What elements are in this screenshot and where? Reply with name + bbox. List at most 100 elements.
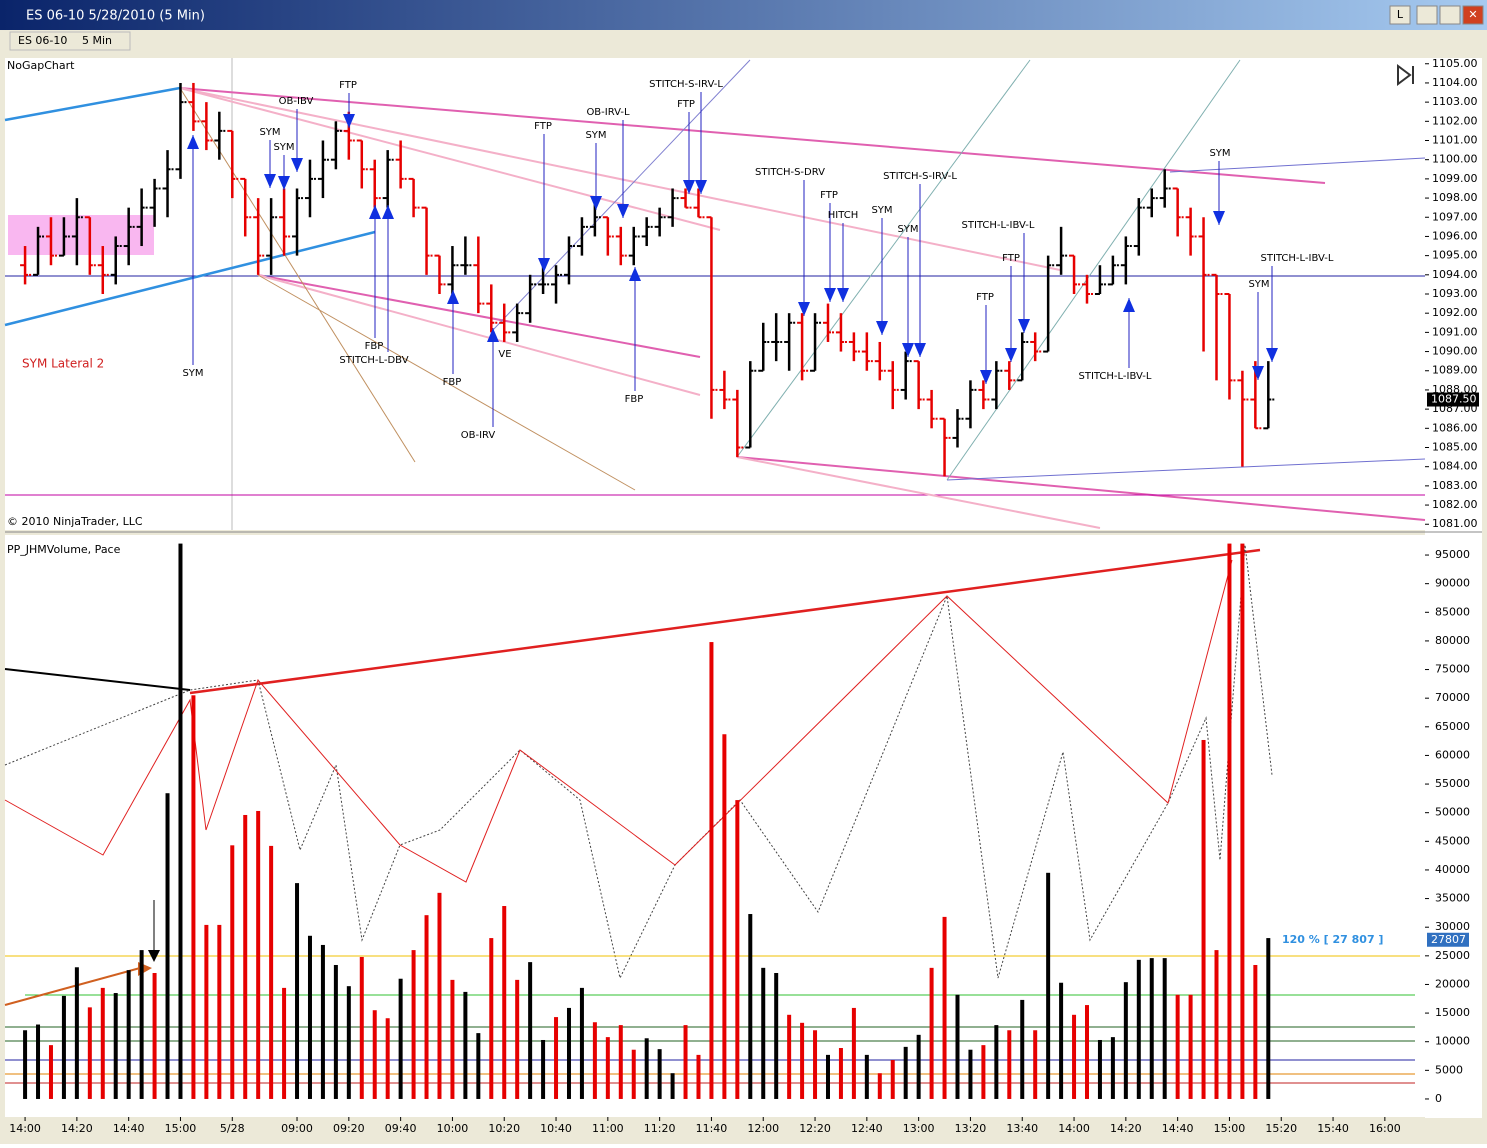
volume-bar — [657, 1049, 662, 1099]
last-volume-label: 27807 — [1431, 933, 1466, 946]
volume-bar — [346, 986, 351, 1099]
x-tick-label: 12:20 — [799, 1122, 831, 1135]
close-button[interactable] — [1462, 5, 1484, 25]
volume-bar — [722, 734, 727, 1099]
volume-bar — [1136, 959, 1141, 1099]
y-tick-label: 1100.00 — [1432, 153, 1478, 166]
volume-bar — [890, 1060, 895, 1099]
volume-bar — [955, 994, 960, 1099]
x-tick-label: 14:00 — [1058, 1122, 1090, 1135]
instrument-selector[interactable]: ES 06-10 — [18, 34, 67, 47]
x-tick-label: 10:40 — [540, 1122, 572, 1135]
annotation-arrow — [278, 176, 290, 190]
volume-bar — [968, 1049, 973, 1099]
volume-bar — [23, 1030, 28, 1099]
volume-bar — [437, 892, 442, 1099]
volume-bar — [1059, 982, 1064, 1099]
interval-selector[interactable]: 5 Min — [82, 34, 112, 47]
annotation-arrow — [1123, 298, 1135, 312]
annotation: STITCH-L-IBV-L — [1079, 371, 1152, 382]
volume-bar — [398, 978, 403, 1099]
y-tick-label: 1093.00 — [1432, 287, 1478, 300]
volume-bar — [74, 967, 79, 1099]
volume-bar — [1214, 950, 1219, 1099]
y-tick-label: 1103.00 — [1432, 95, 1478, 108]
volume-bar — [113, 993, 118, 1099]
x-tick-label: 14:40 — [113, 1122, 145, 1135]
volume-bar — [36, 1024, 41, 1099]
annotation-arrow — [876, 321, 888, 335]
volume-bar — [256, 810, 261, 1099]
annotation-arrow — [187, 135, 199, 149]
x-tick-label: 09:40 — [385, 1122, 417, 1135]
volume-bar — [877, 1073, 882, 1099]
volume-bar — [670, 1073, 675, 1099]
x-tick-label: 12:40 — [851, 1122, 883, 1135]
volume-bar — [709, 642, 714, 1099]
annotation: VE — [498, 349, 511, 360]
annotation: FTP — [677, 99, 695, 110]
annotation: SYM — [273, 142, 294, 153]
volume-bar — [372, 1010, 377, 1099]
volume-bar — [1188, 994, 1193, 1099]
volume-bar — [800, 1022, 805, 1099]
volume-bar — [411, 950, 416, 1099]
x-tick-label: 09:00 — [281, 1122, 313, 1135]
volume-bar — [787, 1014, 792, 1099]
volume-bar — [528, 962, 533, 1099]
maximize-button[interactable] — [1439, 5, 1461, 25]
trendlines — [4, 59, 1426, 1084]
volume-bar — [1175, 994, 1180, 1099]
x-tick-label: 13:40 — [1006, 1122, 1038, 1135]
pace-label: 120 % [ 27 807 ] — [1282, 933, 1383, 946]
x-tick-label: 15:00 — [165, 1122, 197, 1135]
volume-bar — [981, 1045, 986, 1099]
button-label[interactable]: L — [1397, 8, 1404, 21]
x-tick-label: 09:20 — [333, 1122, 365, 1135]
volume-bar — [592, 1022, 597, 1099]
x-tick-label: 13:00 — [903, 1122, 935, 1135]
x-tick-label: 16:00 — [1369, 1122, 1401, 1135]
y-tick-label: 1096.00 — [1432, 229, 1478, 242]
y-tick-label: 60000 — [1435, 748, 1470, 761]
y-tick-label: 1102.00 — [1432, 114, 1478, 127]
volume-bar — [761, 967, 766, 1099]
y-tick-label: 1083.00 — [1432, 479, 1478, 492]
button[interactable] — [1389, 5, 1411, 25]
y-tick-label: 15000 — [1435, 1006, 1470, 1019]
volume-bar — [295, 883, 300, 1099]
volume-bar — [489, 938, 494, 1099]
x-tick-label: 14:00 — [9, 1122, 41, 1135]
y-tick-label: 1090.00 — [1432, 345, 1478, 358]
annotation: SYM — [585, 130, 606, 141]
annotation-arrow — [264, 174, 276, 188]
y-tick-label: 20000 — [1435, 977, 1470, 990]
volume-bar — [450, 979, 455, 1099]
x-tick-label: 10:20 — [488, 1122, 520, 1135]
y-tick-label: 1099.00 — [1432, 172, 1478, 185]
y-tick-label: 1086.00 — [1432, 421, 1478, 434]
x-tick-label: 12:00 — [747, 1122, 779, 1135]
volume-bar — [1084, 1005, 1089, 1099]
volume-bar — [1097, 1039, 1102, 1099]
annotation: OB-IRV-L — [586, 107, 630, 118]
annotation-arrow — [1018, 319, 1030, 333]
volume-bar — [813, 1030, 818, 1099]
volume-bar — [942, 916, 947, 1099]
minimize-button[interactable] — [1416, 5, 1438, 25]
annotation: OB-IBV — [279, 96, 314, 107]
close-icon[interactable]: ✕ — [1468, 8, 1477, 21]
y-tick-label: 70000 — [1435, 691, 1470, 704]
annotation-arrow — [1005, 348, 1017, 362]
y-tick-label: 1091.00 — [1432, 325, 1478, 338]
y-tick-label: 10000 — [1435, 1035, 1470, 1048]
volume-bar — [618, 1025, 623, 1099]
x-tick-label: 11:20 — [644, 1122, 676, 1135]
volume-bar — [1240, 543, 1245, 1099]
volume-bar — [359, 956, 364, 1099]
annotation: STITCH-L-IBV-L — [962, 220, 1035, 231]
volume-bar — [929, 967, 934, 1099]
y-tick-label: 90000 — [1435, 577, 1470, 590]
y-tick-label: 1082.00 — [1432, 498, 1478, 511]
